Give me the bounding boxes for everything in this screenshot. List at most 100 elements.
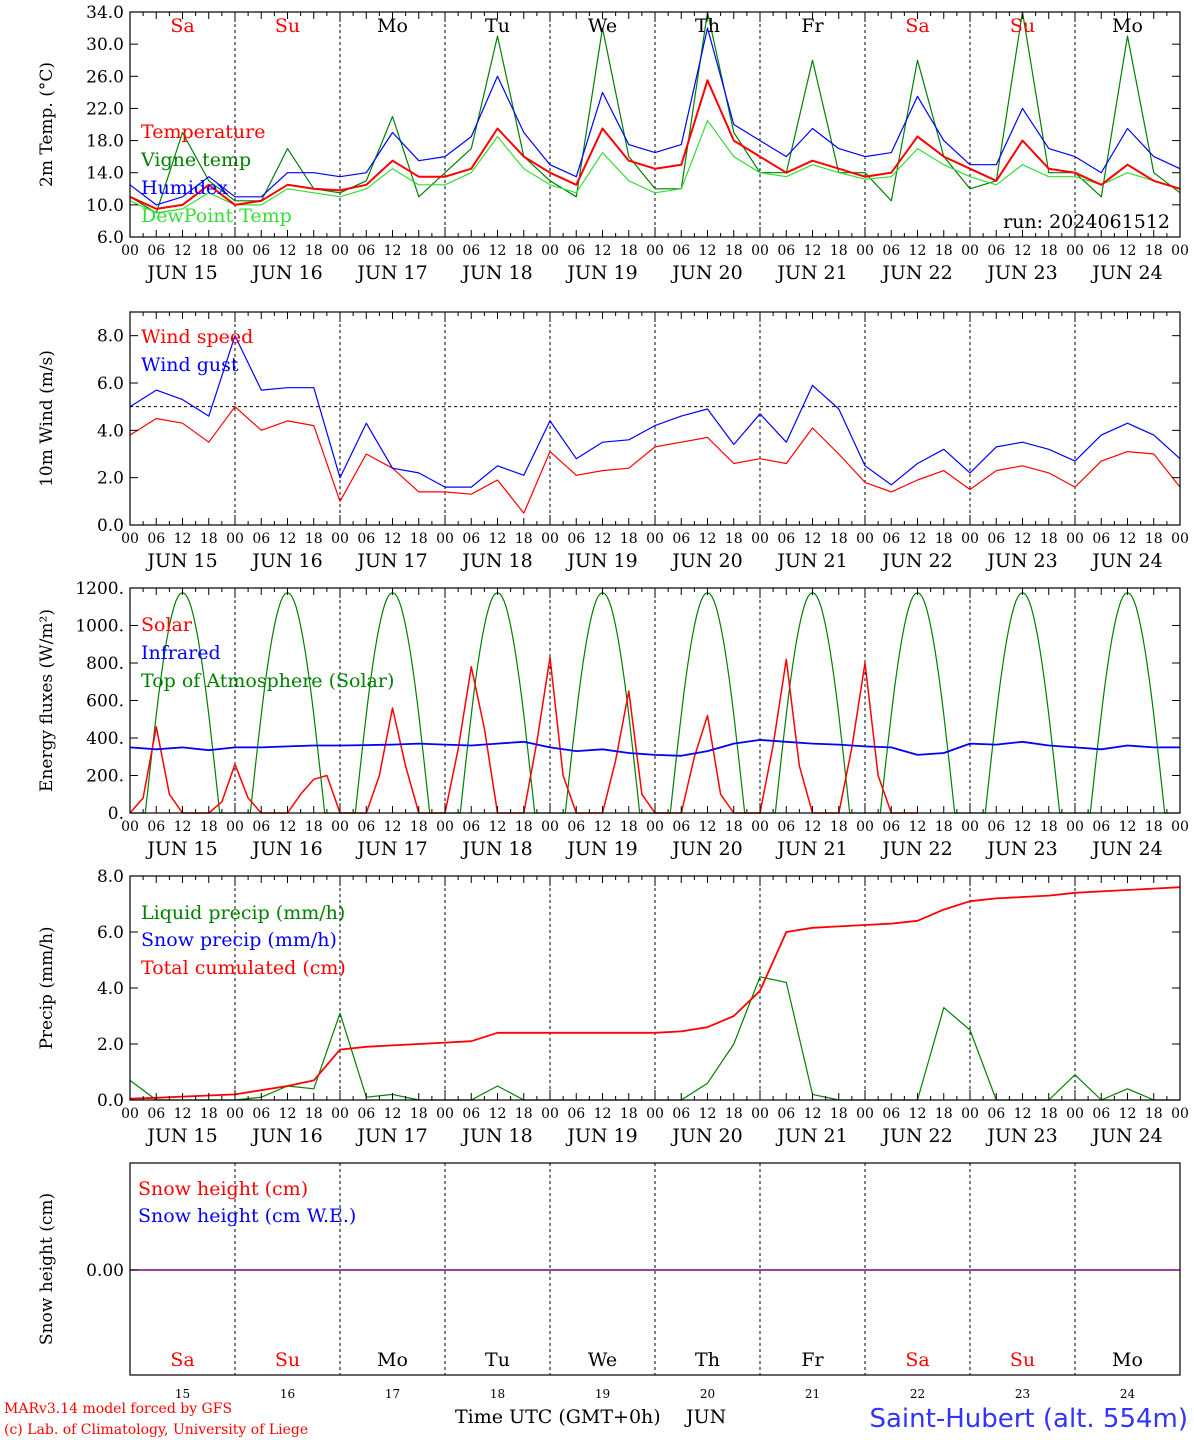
day-number-label: 18	[490, 1387, 505, 1401]
hour-tick-label: 00	[331, 531, 349, 547]
date-label: JUN 20	[670, 550, 742, 572]
hour-tick-label: 06	[672, 531, 690, 547]
date-label: JUN 24	[1090, 1125, 1162, 1147]
hour-tick-label: 12	[699, 531, 717, 547]
hour-tick-label: 12	[804, 1106, 822, 1122]
y-tick-label: 800.	[86, 654, 124, 674]
day-number-label: 23	[1015, 1387, 1030, 1401]
day-number-label: 20	[700, 1387, 715, 1401]
footer-model: MARv3.14 model forced by GFS	[4, 1401, 232, 1417]
hour-tick-label: 06	[252, 243, 270, 259]
hour-tick-label: 18	[515, 819, 533, 835]
hour-tick-label: 00	[646, 1106, 664, 1122]
hour-tick-label: 06	[357, 531, 375, 547]
hour-tick-label: 06	[777, 819, 795, 835]
hour-tick-label: 06	[147, 819, 165, 835]
hour-tick-label: 12	[279, 819, 297, 835]
y-tick-label: 0.0	[97, 516, 124, 536]
weekday-label: Fr	[801, 15, 824, 37]
y-tick-label: 34.0	[86, 3, 124, 23]
hour-tick-label: 18	[305, 1106, 323, 1122]
date-label: JUN 17	[355, 1125, 427, 1147]
y-tick-label: 2.0	[97, 1035, 124, 1055]
hour-tick-label: 18	[935, 1106, 953, 1122]
date-label: JUN 19	[565, 1125, 637, 1147]
series-line	[129, 79, 1181, 210]
series-line	[129, 886, 1181, 1100]
hour-tick-label: 00	[961, 243, 979, 259]
hour-tick-label: 18	[200, 819, 218, 835]
hour-tick-label: 18	[515, 531, 533, 547]
weekday-label: Th	[695, 15, 720, 37]
hour-tick-label: 06	[882, 819, 900, 835]
y-tick-label: 2.0	[97, 469, 124, 489]
hour-tick-label: 00	[856, 531, 874, 547]
hour-tick-label: 12	[699, 243, 717, 259]
y-axis-label: 2m Temp. (°C)	[37, 62, 57, 187]
date-label: JUN 23	[985, 262, 1057, 284]
hour-tick-label: 12	[909, 531, 927, 547]
date-label: JUN 19	[565, 838, 637, 860]
date-label: JUN 22	[880, 550, 952, 572]
hour-tick-label: 06	[462, 1106, 480, 1122]
legend-entry: Humidex	[141, 177, 228, 199]
hour-tick-label: 18	[515, 243, 533, 259]
hour-tick-label: 00	[436, 243, 454, 259]
hour-tick-label: 06	[567, 243, 585, 259]
y-tick-label: 6.0	[97, 923, 124, 943]
weekday-label: Mo	[377, 15, 408, 37]
date-label: JUN 21	[775, 550, 847, 572]
weekday-label: We	[588, 15, 617, 37]
hour-tick-label: 00	[436, 819, 454, 835]
hour-tick-label: 12	[279, 1106, 297, 1122]
panel-frame	[129, 11, 1181, 238]
date-label: JUN 21	[775, 838, 847, 860]
series-line	[129, 335, 1181, 488]
weekday-label: Sa	[170, 1349, 194, 1371]
hour-tick-label: 18	[200, 243, 218, 259]
hour-tick-label: 06	[462, 531, 480, 547]
grid-layer	[234, 12, 1076, 1375]
hour-tick-label: 18	[305, 243, 323, 259]
date-label: JUN 20	[670, 838, 742, 860]
y-tick-label: 8.0	[97, 327, 124, 347]
date-label: JUN 17	[355, 838, 427, 860]
hour-tick-label: 12	[804, 819, 822, 835]
y-tick-label: 22.0	[86, 99, 124, 119]
hour-tick-label: 18	[1040, 243, 1058, 259]
weekday-label: Su	[275, 1349, 300, 1371]
hour-tick-label: 18	[830, 1106, 848, 1122]
hour-tick-label: 18	[200, 1106, 218, 1122]
hour-tick-label: 18	[935, 243, 953, 259]
hour-tick-label: 12	[1119, 819, 1137, 835]
station-title: Saint-Hubert (alt. 554m)	[869, 1404, 1188, 1434]
hour-tick-label: 18	[620, 1106, 638, 1122]
hour-tick-label: 06	[672, 243, 690, 259]
hour-tick-label: 18	[410, 243, 428, 259]
hour-tick-label: 12	[384, 243, 402, 259]
hour-tick-label: 00	[121, 819, 139, 835]
hour-tick-label: 00	[541, 243, 559, 259]
hour-tick-label: 06	[357, 819, 375, 835]
legend-entry: Snow height (cm)	[138, 1178, 308, 1200]
hour-tick-label: 18	[305, 531, 323, 547]
hour-tick-label: 06	[777, 531, 795, 547]
hour-tick-label: 00	[121, 1106, 139, 1122]
y-axis-label: 10m Wind (m/s)	[37, 350, 57, 487]
date-label: JUN 17	[355, 550, 427, 572]
hour-tick-label: 18	[725, 1106, 743, 1122]
date-label: JUN 15	[145, 838, 217, 860]
date-label: JUN 20	[670, 262, 742, 284]
hour-tick-label: 18	[725, 531, 743, 547]
hour-tick-label: 00	[1171, 819, 1189, 835]
date-label: JUN 24	[1090, 550, 1162, 572]
hour-tick-label: 18	[1145, 819, 1163, 835]
hour-tick-label: 18	[935, 531, 953, 547]
hour-tick-label: 18	[725, 819, 743, 835]
hour-tick-label: 06	[1092, 819, 1110, 835]
legend-entry: DewPoint Temp	[141, 205, 292, 227]
y-tick-label: 400.	[86, 729, 124, 749]
hour-tick-label: 12	[909, 819, 927, 835]
hour-tick-label: 06	[252, 819, 270, 835]
legend-entry: Snow height (cm W.E.)	[138, 1205, 356, 1227]
